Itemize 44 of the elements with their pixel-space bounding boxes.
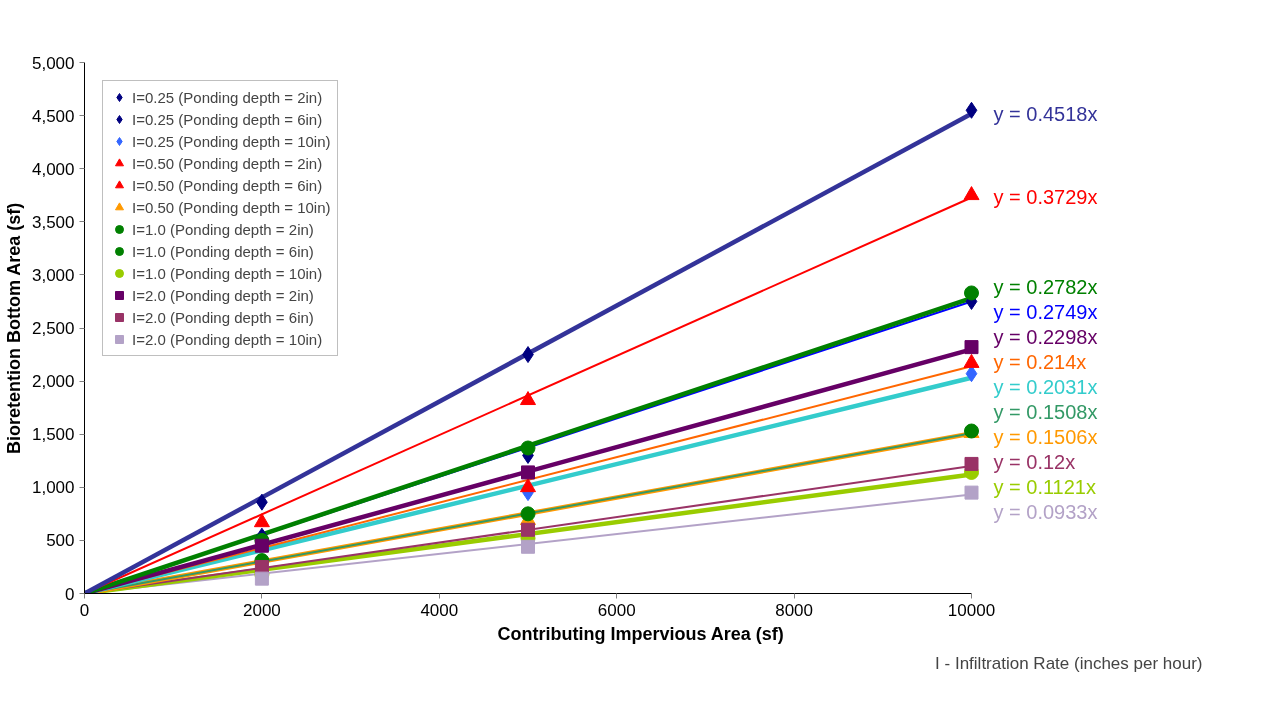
legend-label: I=0.50 (Ponding depth = 6in) [132, 175, 323, 195]
y-tick-label: 1,500 [31, 425, 75, 445]
text: I - Infiltration Rate (inches per hour) [935, 653, 1203, 673]
y-tick-label: 2,000 [31, 372, 75, 392]
legend-label: I=0.25 (Ponding depth = 2in) [132, 87, 323, 107]
y-tick-label: 4,500 [31, 106, 75, 126]
legend-label: I=1.0 (Ponding depth = 10in) [132, 263, 323, 283]
y-tick-label: 3,500 [31, 212, 75, 232]
series-label: y = 0.214x [993, 350, 1087, 373]
x-tick-label: 6000 [597, 600, 636, 620]
legend-label: I=1.0 (Ponding depth = 2in) [132, 219, 314, 239]
series-label: y = 0.1506x [993, 425, 1098, 448]
y-axis-title: Bioretention Bottom Area (sf) [3, 202, 24, 454]
x-tick-label: 4000 [420, 600, 459, 620]
legend-label: I=2.0 (Ponding depth = 6in) [132, 307, 314, 327]
legend-label: I=1.0 (Ponding depth = 6in) [132, 241, 314, 261]
legend-label: I=0.25 (Ponding depth = 10in) [132, 131, 331, 151]
series-label: y = 0.12x [993, 450, 1076, 473]
legend-label: I=0.50 (Ponding depth = 10in) [132, 197, 331, 217]
x-tick-label: 2000 [242, 600, 281, 620]
series-label: y = 0.0933x [993, 500, 1098, 523]
series-label: y = 0.3729x [993, 186, 1098, 209]
series-label: y = 0.2031x [993, 375, 1098, 398]
x-tick-label: 10000 [947, 600, 996, 620]
x-tick-label: 0 [79, 600, 90, 620]
y-tick-label: 1,000 [31, 478, 75, 498]
legend-label: I=2.0 (Ponding depth = 2in) [132, 285, 314, 305]
y-tick-label: 3,000 [31, 265, 75, 285]
series-label: y = 0.4518x [993, 102, 1098, 125]
series-label: y = 0.2749x [993, 300, 1098, 323]
series-label: y = 0.1508x [993, 400, 1098, 423]
series-label: y = 0.1121x [993, 475, 1096, 498]
series-label: y = 0.2782x [993, 275, 1098, 298]
y-tick-label: 2,500 [31, 319, 75, 338]
legend-label: I=0.25 (Ponding depth = 6in) [132, 109, 323, 129]
y-tick-label: 4,000 [31, 159, 75, 179]
legend-label: I=0.50 (Ponding depth = 2in) [132, 153, 323, 173]
y-tick-label: 5,000 [31, 53, 75, 73]
y-tick-label: 0 [65, 584, 75, 604]
y-tick-label: 500 [46, 531, 75, 551]
x-tick-label: 8000 [775, 600, 814, 620]
x-axis-title: Contributing Impervious Area (sf) [497, 623, 784, 644]
series-label: y = 0.2298x [993, 325, 1098, 348]
legend-label: I=2.0 (Ponding depth = 10in) [132, 329, 323, 349]
